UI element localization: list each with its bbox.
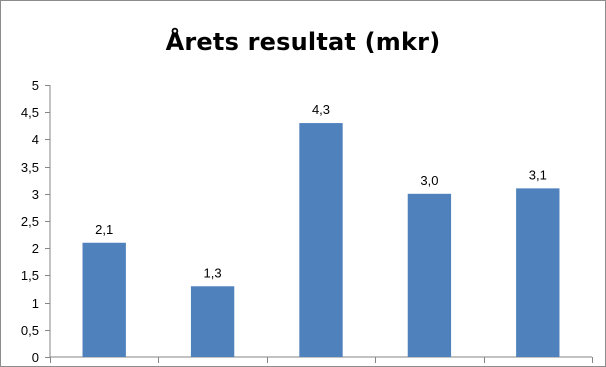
data-label: 1,3 <box>204 265 222 280</box>
y-tick-label: 3,5 <box>21 160 39 175</box>
y-tick-label: 4 <box>32 132 39 147</box>
bar <box>190 286 235 357</box>
data-label: 3,0 <box>420 173 438 188</box>
chart-title: Årets resultat (mkr) <box>165 28 441 56</box>
y-tick-label: 2,5 <box>21 214 39 229</box>
data-label: 3,1 <box>529 167 547 182</box>
bar <box>299 123 343 357</box>
y-tick-label: 1,5 <box>21 268 39 283</box>
bar <box>407 193 452 357</box>
y-tick-label: 2 <box>32 241 39 256</box>
bar <box>82 242 126 357</box>
data-label: 2,1 <box>95 222 113 237</box>
y-tick-label: 3 <box>32 187 39 202</box>
y-tick-label: 5 <box>32 78 39 93</box>
y-tick-label: 0 <box>32 350 39 365</box>
bar <box>516 188 560 357</box>
y-tick-label: 0,5 <box>21 323 39 338</box>
data-label: 4,3 <box>312 102 330 117</box>
y-tick-label: 1 <box>32 296 39 311</box>
y-tick-label: 4,5 <box>21 105 39 120</box>
